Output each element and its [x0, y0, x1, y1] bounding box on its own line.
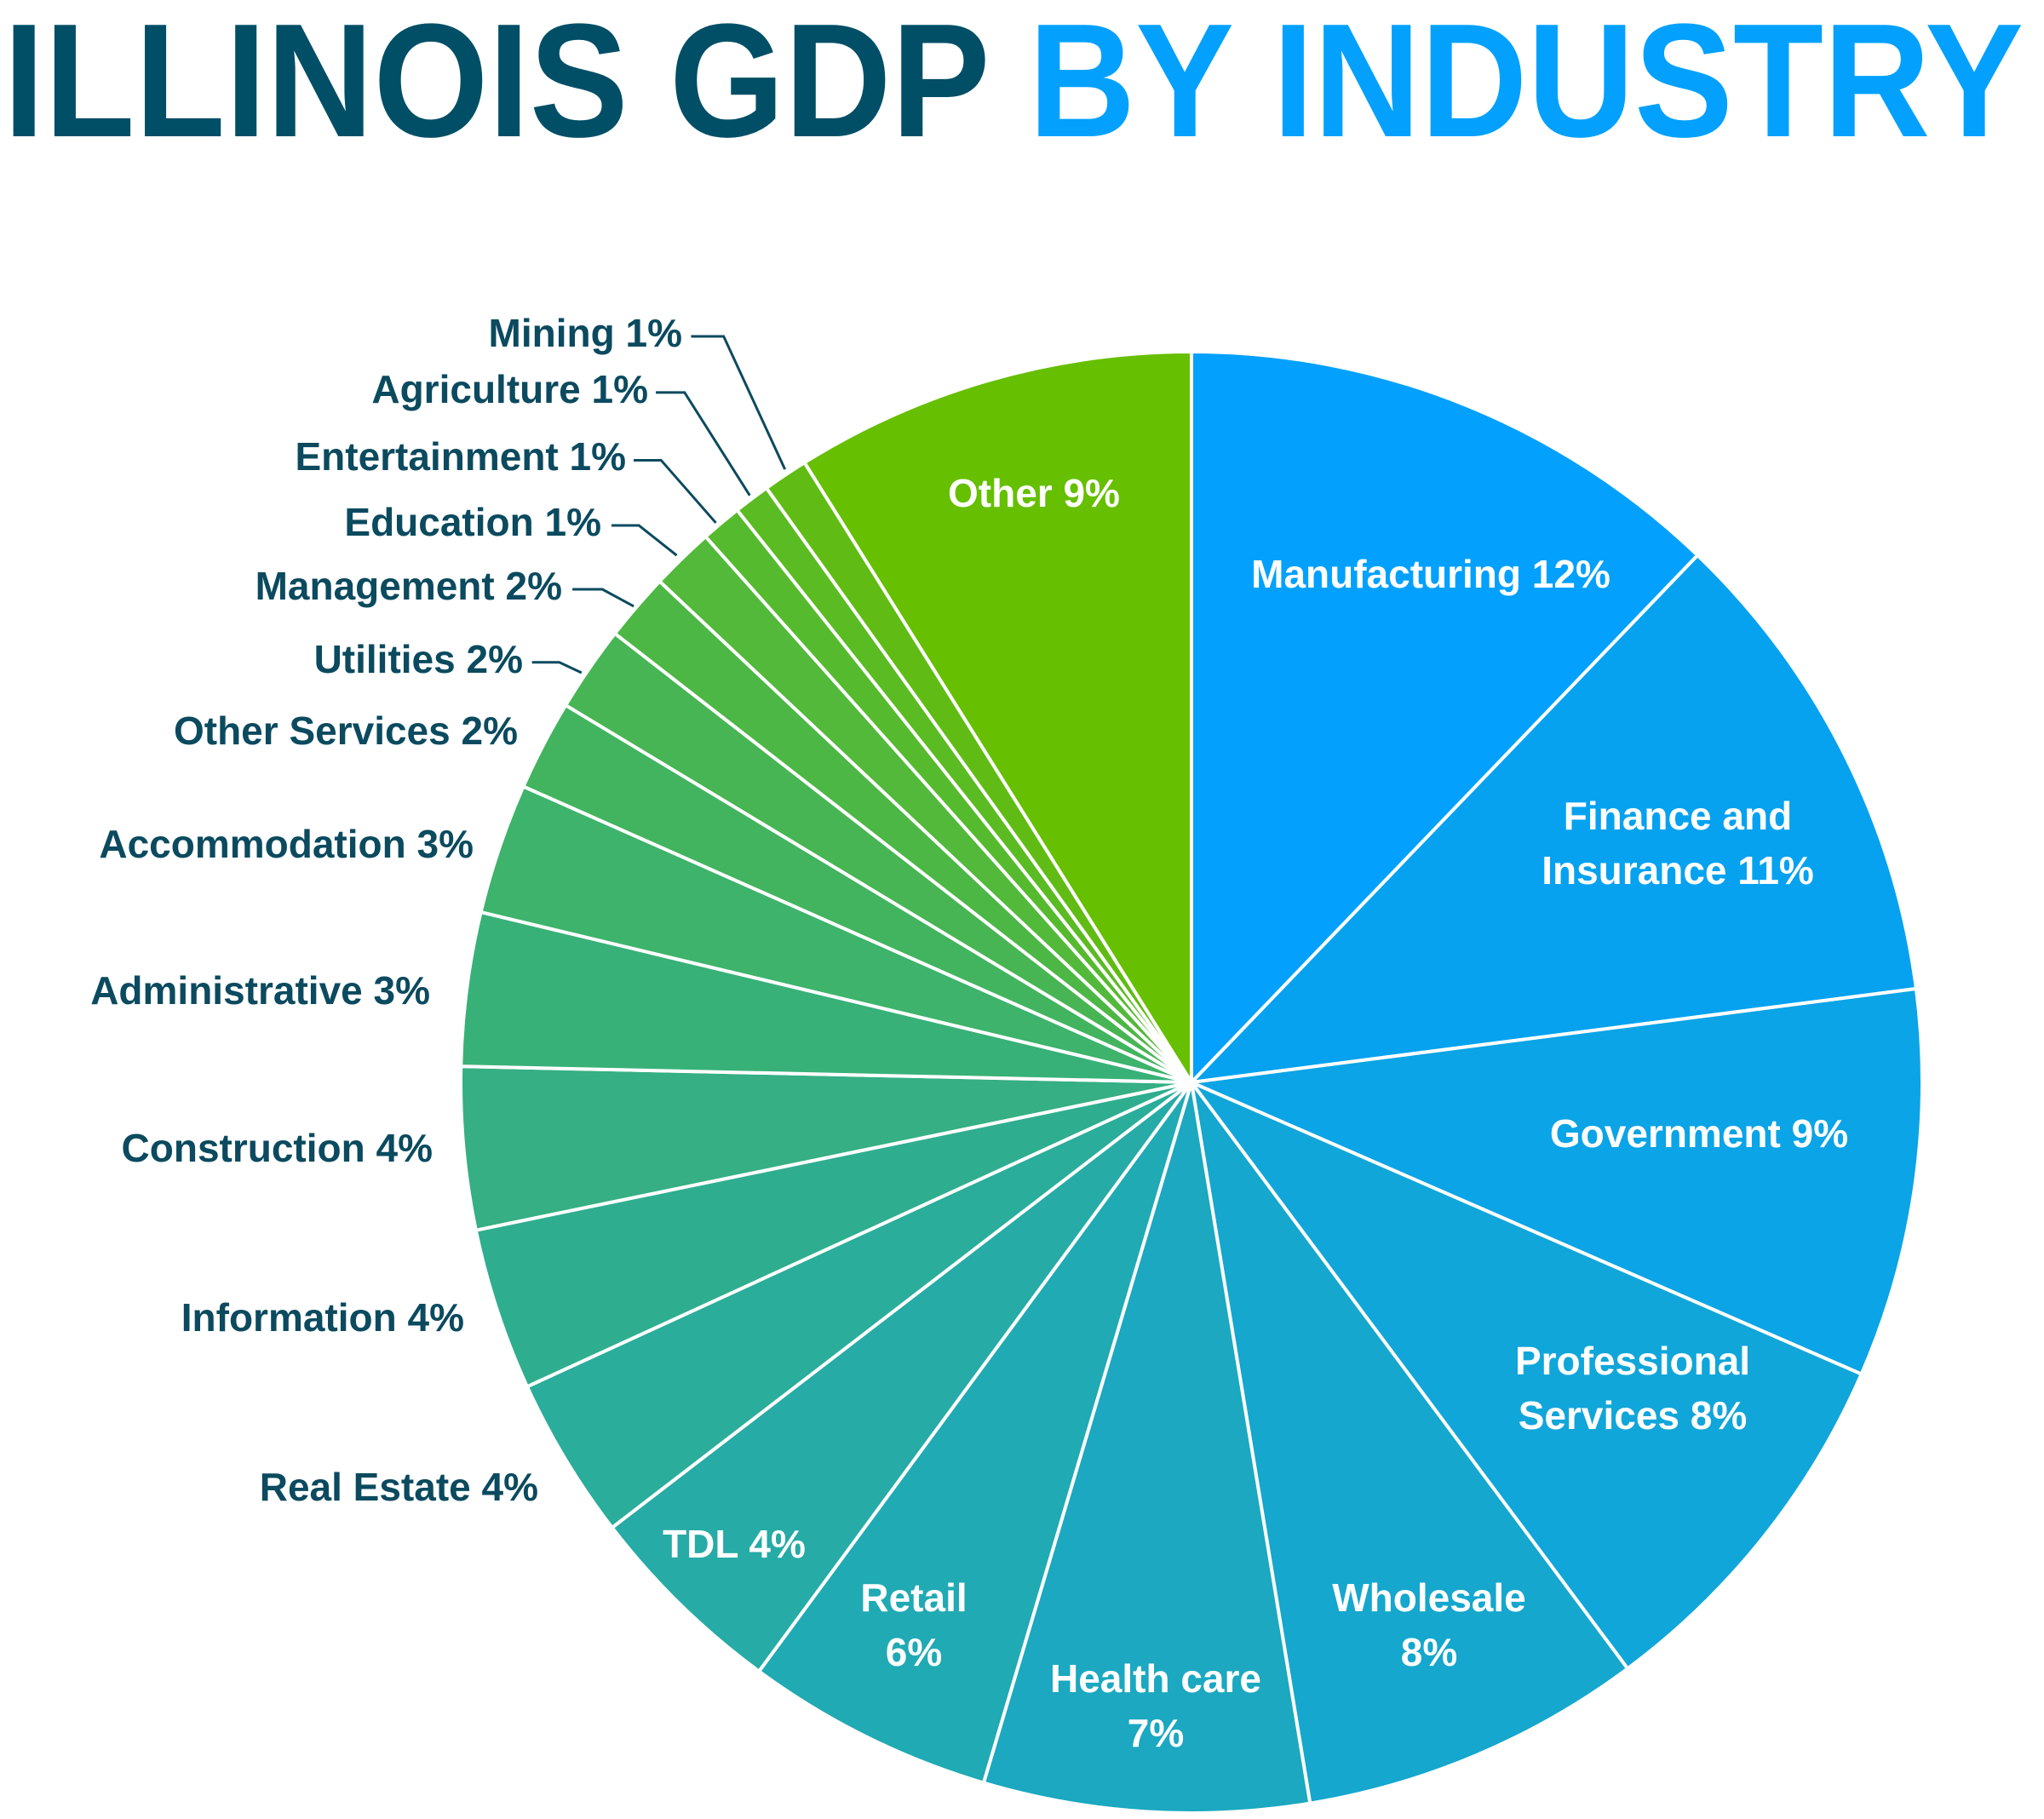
slice-label: Other Services 2% — [174, 709, 518, 753]
slice-label: 6% — [886, 1630, 942, 1674]
slice-label: Information 4% — [181, 1295, 464, 1340]
leader-line — [531, 661, 583, 674]
slice-label: Construction 4% — [122, 1126, 433, 1170]
slice-label: Government 9% — [1550, 1111, 1848, 1156]
pie-slice-other — [802, 350, 1193, 1084]
leader-line — [611, 524, 678, 557]
slice-labels: Manufacturing 12% Finance and Insurance 11… — [90, 311, 1848, 1755]
slice-label: Utilities 2% — [314, 637, 523, 681]
pie-slices — [459, 350, 1924, 1815]
pie-slice-professional-services — [1190, 1081, 1863, 1671]
leader-line — [656, 391, 751, 496]
pie-slice-tdl — [610, 1081, 1193, 1673]
slice-label: Administrative 3% — [90, 968, 430, 1013]
pie-slice-wholesale — [1190, 1081, 1630, 1805]
pie-slice-government — [1190, 987, 1924, 1376]
slice-label: Mining 1% — [489, 311, 682, 355]
slice-label: Agriculture 1% — [371, 367, 648, 411]
slice-label: Other 9% — [948, 471, 1120, 515]
slice-label: Entertainment 1% — [295, 434, 626, 479]
slice-label: Manufacturing 12% — [1251, 552, 1611, 596]
slice-label: Finance and — [1564, 794, 1792, 838]
slice-label: Retail — [860, 1575, 967, 1620]
pie-slice-finance-and-insurance — [1190, 554, 1918, 1084]
title-part-1: ILLINOIS GDP — [3, 0, 987, 171]
pie-slice-manufacturing — [1190, 350, 1700, 1084]
slice-label: TDL 4% — [663, 1522, 806, 1566]
slice-label: Accommodation 3% — [99, 822, 474, 866]
pie-slice-retail — [757, 1081, 1193, 1785]
leader-lines — [531, 335, 787, 674]
slice-label: Insurance 11% — [1542, 848, 1814, 892]
slice-label: Services 8% — [1519, 1393, 1748, 1437]
slice-label: Education 1% — [344, 500, 601, 544]
slice-label: Professional — [1515, 1339, 1750, 1383]
slice-label: 7% — [1128, 1711, 1184, 1755]
slice-label: Management 2% — [256, 564, 562, 608]
leader-line — [691, 335, 787, 470]
pie-slice-health-care — [981, 1081, 1312, 1815]
chart-title: ILLINOIS GDP BY INDUSTRY — [3, 0, 2024, 171]
leader-line — [634, 458, 717, 524]
slice-label: 8% — [1401, 1630, 1457, 1674]
slice-label: Real Estate 4% — [260, 1465, 538, 1509]
slice-label: Wholesale — [1332, 1575, 1526, 1620]
slice-label: Health care — [1050, 1656, 1261, 1701]
title-part-2: BY INDUSTRY — [1029, 0, 2024, 171]
leader-line — [572, 588, 634, 608]
